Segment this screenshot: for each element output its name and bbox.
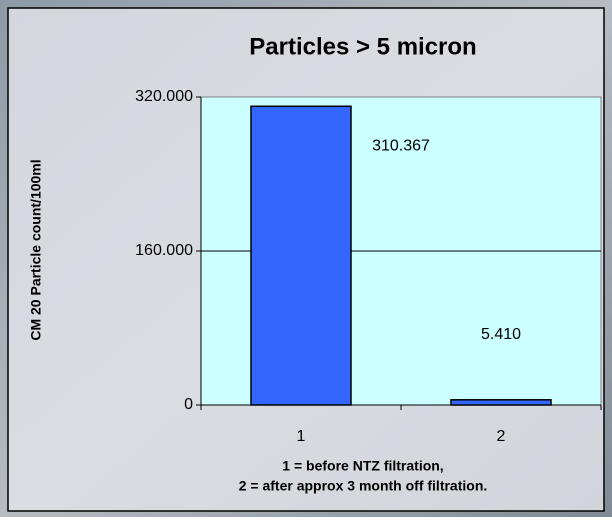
x-tick-label: 1 [297,428,306,445]
x-axis-label: 2 = after approx 3 month off filtration. [239,478,488,494]
y-axis-label: CM 20 Particle count/100ml [28,159,44,340]
y-tick-label: 0 [184,396,193,413]
bar [250,105,352,406]
x-axis-label: 1 = before NTZ filtration, [282,458,443,474]
x-tick-label: 2 [497,428,506,445]
data-label: 5.410 [481,326,521,343]
y-tick-label: 320.000 [135,88,193,105]
y-tick-label: 160.000 [135,242,193,259]
chart-title: Particles > 5 micron [249,33,476,60]
bar [450,399,552,406]
data-label: 310.367 [372,137,430,154]
